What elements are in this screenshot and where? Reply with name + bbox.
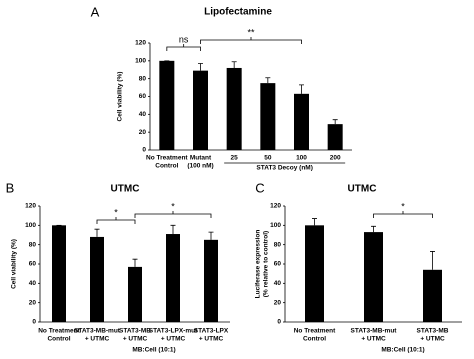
- y-axis-label: Cell viability (%): [11, 239, 18, 289]
- significance-bracket: [373, 211, 433, 218]
- x-tick-label: STAT3-LPX: [194, 328, 229, 335]
- y-tick-label: 40: [274, 280, 282, 287]
- significance-bracket: [166, 44, 201, 51]
- panel-label: A: [91, 4, 100, 19]
- y-tick-label: 120: [135, 40, 146, 47]
- y-tick-label: 0: [142, 147, 146, 154]
- x-tick-label: Mutant: [190, 155, 212, 162]
- x-tick-label: No Treatment: [294, 328, 336, 335]
- significance-label: **: [247, 27, 255, 37]
- bar: [52, 225, 66, 322]
- error-bar: [371, 225, 376, 233]
- x-tick-label: (100 nM): [187, 163, 213, 170]
- error-bar: [265, 77, 271, 84]
- y-tick-label: 100: [25, 222, 36, 229]
- significance-label: ns: [179, 34, 189, 44]
- bar: [305, 225, 324, 322]
- error-bar: [132, 258, 138, 267]
- x-tick-label: + UTMC: [199, 336, 224, 343]
- x-tick-label: + UTMC: [420, 336, 445, 343]
- x-axis-label: STAT3 Decoy (nM): [256, 165, 312, 172]
- y-tick-label: 120: [270, 203, 281, 210]
- y-tick-label: 100: [270, 222, 281, 229]
- error-bar: [299, 84, 304, 94]
- bar: [193, 70, 208, 150]
- y-tick-label: 60: [29, 261, 37, 268]
- y-tick-label: 20: [29, 299, 37, 306]
- y-tick-label: 100: [135, 58, 146, 65]
- bar: [423, 269, 442, 322]
- x-tick-label: 50: [264, 155, 272, 162]
- y-tick-label: 80: [274, 241, 282, 248]
- panel-label: B: [6, 180, 15, 195]
- x-tick-label: STAT3-MB: [417, 328, 449, 335]
- panel-label: C: [255, 180, 264, 195]
- x-tick-label: 200: [330, 155, 341, 162]
- error-bar: [94, 228, 100, 237]
- x-tick-label: STAT3-LPX-mut: [149, 328, 198, 335]
- x-tick-label: Control: [155, 163, 178, 170]
- x-tick-label: Control: [303, 336, 326, 343]
- x-tick-label: Control: [47, 336, 70, 343]
- chart-title: Lipofectamine: [204, 7, 272, 18]
- y-tick-label: 40: [139, 111, 147, 118]
- error-bar: [231, 61, 237, 68]
- significance-label: *: [171, 201, 175, 211]
- x-tick-label: + UTMC: [361, 336, 386, 343]
- x-tick-label: No Treatment: [146, 155, 188, 162]
- y-tick-label: 80: [139, 75, 147, 82]
- bar: [128, 266, 142, 322]
- bar: [260, 83, 276, 150]
- error-bar: [332, 119, 338, 125]
- x-tick-label: + UTMC: [85, 336, 110, 343]
- y-tick-label: 20: [139, 129, 147, 136]
- error-bar: [312, 218, 317, 226]
- error-bar: [198, 63, 203, 71]
- significance-bracket: [134, 211, 212, 218]
- significance-label: *: [401, 201, 405, 211]
- chart-title: UTMC: [111, 184, 140, 195]
- y-axis-label: Luciferase expression: [255, 230, 262, 299]
- x-tick-label: 25: [231, 155, 239, 162]
- x-tick-label: + UTMC: [161, 336, 186, 343]
- bar: [90, 236, 104, 322]
- x-tick-label: + UTMC: [123, 336, 148, 343]
- y-axis-label: (% relative to control): [263, 231, 270, 297]
- error-bar: [430, 251, 435, 270]
- y-tick-label: 60: [274, 261, 282, 268]
- x-tick-label: STAT3-MB-mut: [74, 328, 121, 335]
- significance-bracket: [200, 37, 302, 44]
- y-tick-label: 60: [139, 93, 147, 100]
- x-axis-label: MB:Cell (10:1): [381, 347, 424, 354]
- bar: [327, 124, 343, 150]
- x-tick-label: No Treatment: [38, 328, 80, 335]
- y-tick-label: 80: [29, 241, 37, 248]
- bar: [226, 67, 242, 150]
- x-tick-label: STAT3-MB: [119, 328, 151, 335]
- error-bar: [170, 224, 176, 235]
- y-axis-label: Cell viability (%): [117, 72, 124, 122]
- y-tick-label: 0: [32, 319, 36, 326]
- significance-label: *: [114, 207, 118, 217]
- bar: [364, 232, 383, 322]
- x-axis-label: MB:Cell (10:1): [132, 347, 175, 354]
- bar: [204, 239, 218, 322]
- y-tick-label: 120: [25, 203, 36, 210]
- y-tick-label: 0: [277, 319, 281, 326]
- y-tick-label: 40: [29, 280, 37, 287]
- significance-bracket: [96, 217, 136, 224]
- bar: [159, 60, 175, 151]
- x-tick-label: STAT3-MB-mut: [351, 328, 398, 335]
- x-tick-label: 100: [296, 155, 307, 162]
- bar: [166, 234, 180, 322]
- chart-title: UTMC: [348, 184, 377, 195]
- bar: [294, 93, 309, 150]
- error-bar: [208, 231, 214, 240]
- y-tick-label: 20: [274, 299, 282, 306]
